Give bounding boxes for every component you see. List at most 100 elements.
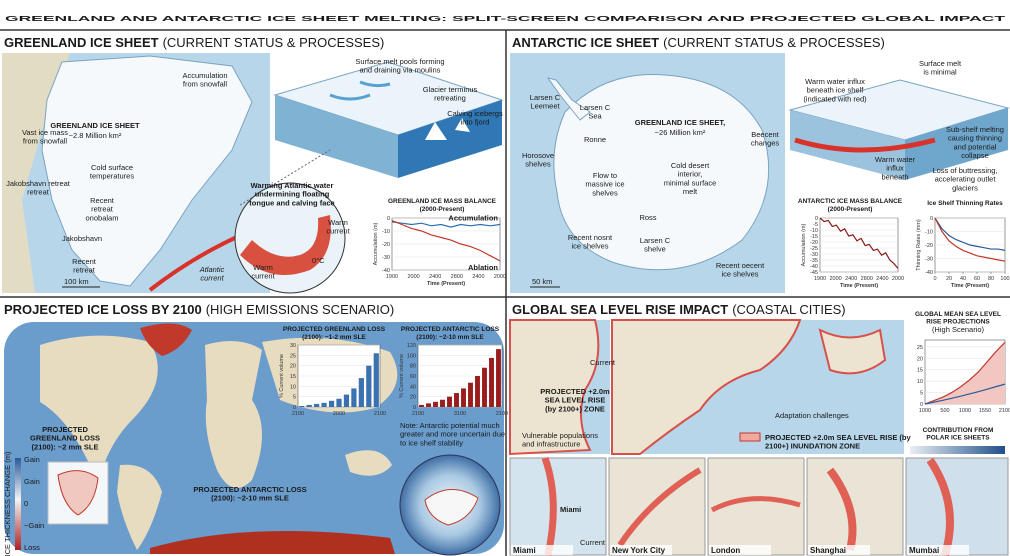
- diagram-label: Warm current: [251, 263, 275, 281]
- map-label: GREENLAND ICE SHEET,: [635, 118, 725, 127]
- text-line: Recent: [72, 257, 97, 266]
- chart-title: Ice Shelf Thinning Rates: [927, 200, 1003, 207]
- text-line: tongue and calving face: [249, 198, 334, 207]
- city-label: Mumbai: [909, 546, 939, 555]
- text-line: Larsen C: [580, 103, 611, 112]
- chart-subtitle: (2000-Present): [420, 206, 465, 213]
- y-tick-label: -15: [810, 234, 818, 240]
- warm-water: [240, 215, 331, 275]
- y-tick-label: -30: [382, 255, 390, 261]
- y-tick-label: 5: [293, 395, 296, 401]
- area: [925, 342, 1005, 404]
- text-line: GLOBAL MEAN SEA LEVEL: [915, 311, 1001, 318]
- chart-title: PROJECTED GREENLAND LOSS: [283, 326, 386, 333]
- x-tick-label: 2000: [407, 274, 419, 280]
- text-line: RISE PROJECTIONS: [926, 318, 990, 325]
- map-label: ~26 Million km²: [655, 128, 706, 137]
- heading-bold: GREENLAND ICE SHEET: [4, 35, 159, 50]
- y-tick-label: -5: [813, 222, 818, 228]
- diagram-label: Warm water influx beneath ice shelf (indic…: [803, 77, 867, 103]
- text-line: and draining via moulins: [360, 66, 441, 75]
- map-label: PROJECTED +2.0m SEA LEVEL RISE (by 2100+) …: [540, 387, 610, 413]
- y-axis-label: % Current volume: [399, 354, 405, 398]
- text-line: massive ice: [585, 180, 624, 189]
- bar: [299, 405, 305, 407]
- map-label: ~2.8 Million km²: [69, 131, 122, 140]
- text-line: is minimal: [923, 68, 957, 77]
- bar: [447, 396, 452, 407]
- y-tick-label: -25: [810, 246, 818, 252]
- bar: [314, 403, 320, 407]
- map-label: Ross: [639, 213, 656, 222]
- melt-pool: [329, 80, 391, 101]
- map-label: Recent nosnt ice shelves: [568, 233, 613, 251]
- bar: [351, 388, 357, 407]
- x-tick-label: 1900: [386, 274, 398, 280]
- text-line: Note: Antarctic potential much: [400, 421, 500, 430]
- y-axis-label: % Current volume: [279, 354, 285, 398]
- text-line: retreat: [91, 205, 114, 214]
- section-heading: GLOBAL SEA LEVEL RISE IMPACT (COASTAL CIT…: [512, 302, 846, 317]
- text-line: retreat: [73, 266, 96, 275]
- heading-bold: PROJECTED ICE LOSS BY 2100: [4, 302, 202, 317]
- x-tick-label: 2800: [861, 276, 873, 282]
- legend-label: Gain: [24, 477, 40, 486]
- text-line: Surface melt pools forming: [355, 57, 444, 66]
- map-label: Horosove shelves: [522, 151, 554, 169]
- text-line: Recent oecent: [716, 261, 765, 270]
- line: [924, 383, 1006, 405]
- y-tick-label: -10: [925, 230, 933, 236]
- x-tick-label: 1000: [919, 408, 931, 414]
- city-label-bg: [907, 545, 969, 555]
- text-line: Vast ice mass: [22, 128, 68, 137]
- map-label: GREENLAND ICE SHEET: [50, 121, 140, 130]
- text-line: Leemeet: [530, 102, 560, 111]
- map-label: Recent retreat onobalam: [86, 196, 119, 222]
- city-label: Miami: [560, 505, 581, 514]
- x-tick-label: 1000: [959, 408, 971, 414]
- globe-antarctica: [424, 489, 479, 526]
- line: [819, 217, 899, 269]
- coast: [509, 319, 600, 456]
- map-label: Vast ice mass from snowfall: [22, 128, 68, 146]
- continent: [205, 341, 262, 488]
- text-line: Larsen C: [640, 236, 671, 245]
- bar: [426, 403, 431, 407]
- y-tick-label: 30: [290, 343, 296, 349]
- map-label: Accumulation from snowfall: [182, 71, 227, 89]
- text-line: melt: [683, 187, 698, 196]
- map-label: PROJECTED ANTARCTIC LOSS (2100): ~2-10 mm…: [193, 485, 306, 503]
- continent: [40, 335, 158, 470]
- x-tick-label: 2800: [451, 274, 463, 280]
- text-line: Recent nosnt: [568, 233, 613, 242]
- city-map: [509, 457, 607, 556]
- text-line: from snowfall: [183, 80, 228, 89]
- diagram-label: Warming Atlantic water undermining floati…: [249, 181, 334, 207]
- text-line: (indicated with red): [803, 94, 867, 103]
- legend-label: 0: [24, 499, 28, 508]
- text-line: retreat: [27, 188, 50, 197]
- continent: [117, 464, 162, 550]
- text-line: Cold desert: [671, 161, 710, 170]
- continent: [345, 450, 392, 476]
- x-tick-label: 1900: [814, 276, 826, 282]
- y-tick-label: -40: [810, 264, 818, 270]
- y-tick-label: 25: [917, 345, 923, 351]
- text-line: beneath ice shelf: [807, 86, 865, 95]
- city-label-bg: [709, 545, 771, 555]
- map-label: Atlantic current: [199, 265, 225, 283]
- legend-label: Gain: [24, 455, 40, 464]
- text-line: POLAR ICE SHEETS: [926, 434, 990, 441]
- text-line: interior,: [678, 170, 703, 179]
- bar: [328, 400, 335, 407]
- text-line: PROJECTED: [42, 425, 88, 434]
- legend-label: −Gain: [24, 521, 44, 530]
- text-line: temperatures: [90, 172, 134, 181]
- heading-note: (HIGH EMISSIONS SCENARIO): [206, 302, 395, 317]
- series-label: Accumulation: [448, 214, 498, 223]
- bar: [343, 394, 350, 407]
- map-label: Ronne: [584, 135, 606, 144]
- y-tick-label: 20: [290, 364, 296, 370]
- map-label: Larsen C Leemeet: [530, 93, 561, 111]
- y-axis-label: Accumulation (m): [373, 222, 379, 265]
